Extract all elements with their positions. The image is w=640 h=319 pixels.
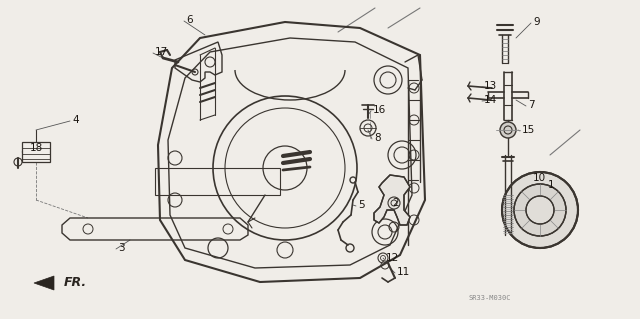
Text: 6: 6	[186, 15, 193, 25]
Text: 18: 18	[30, 143, 44, 153]
Circle shape	[502, 172, 578, 248]
Polygon shape	[374, 175, 410, 225]
Text: 9: 9	[533, 17, 540, 27]
Text: 4: 4	[72, 115, 79, 125]
Circle shape	[500, 122, 516, 138]
Text: 3: 3	[118, 243, 125, 253]
Bar	[22, 142, 50, 162]
Text: SR33-M030C: SR33-M030C	[468, 295, 511, 301]
Text: 10: 10	[533, 173, 546, 183]
Circle shape	[526, 196, 554, 224]
Text: 8: 8	[374, 133, 381, 143]
Text: 13: 13	[484, 81, 497, 91]
Text: 12: 12	[386, 253, 399, 263]
Circle shape	[514, 184, 566, 236]
Text: 7: 7	[528, 100, 534, 110]
Text: 11: 11	[397, 267, 410, 277]
Text: 2: 2	[392, 198, 399, 208]
Text: 14: 14	[484, 95, 497, 105]
Text: 17: 17	[155, 47, 168, 57]
Text: 15: 15	[522, 125, 535, 135]
Text: FR.: FR.	[64, 277, 87, 290]
Text: 5: 5	[358, 200, 365, 210]
Polygon shape	[34, 276, 54, 290]
Text: 1: 1	[548, 180, 555, 190]
Text: 16: 16	[373, 105, 387, 115]
